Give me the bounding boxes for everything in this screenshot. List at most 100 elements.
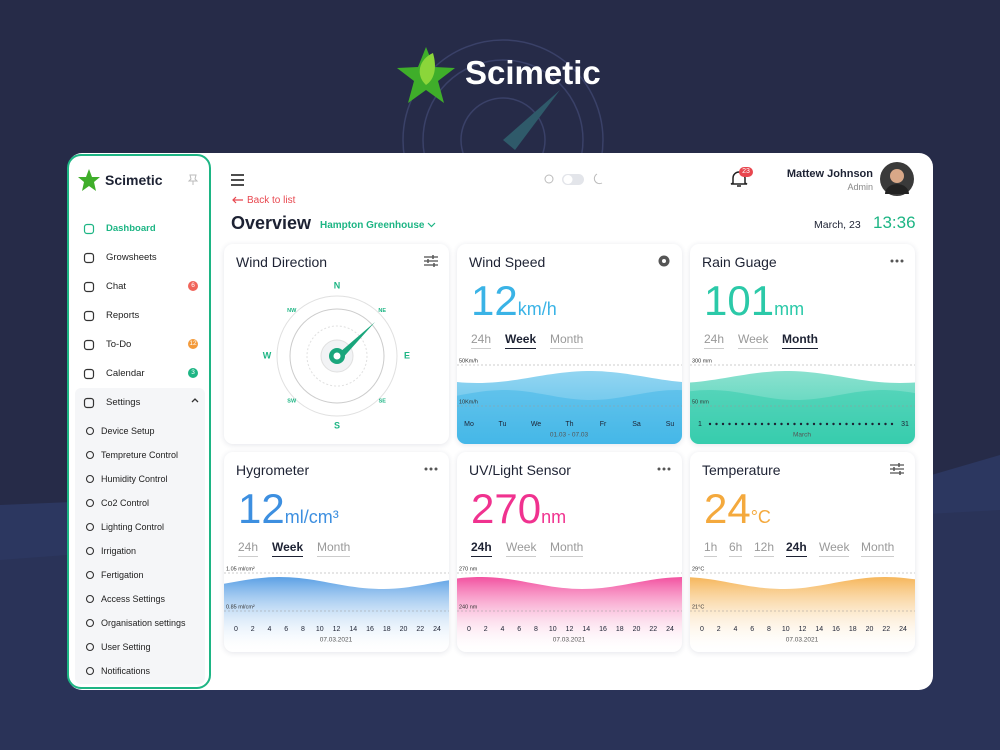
- nav-label: Dashboard: [106, 223, 156, 234]
- card-title: Rain Guage: [702, 254, 777, 270]
- avatar[interactable]: [880, 162, 914, 196]
- nav-label: Calendar: [106, 368, 145, 379]
- day-dot: [747, 422, 751, 426]
- menu-button[interactable]: [230, 173, 246, 187]
- settings-icon-shape: [85, 498, 95, 508]
- day-dot: [734, 422, 738, 426]
- settings-icon-shape: [85, 450, 95, 460]
- period-tab[interactable]: 24h: [786, 540, 807, 557]
- compass-label: E: [404, 350, 410, 360]
- x-label: 4: [501, 626, 505, 633]
- trend-area-back: [457, 371, 682, 444]
- settings-item[interactable]: Lighting Control: [75, 518, 205, 536]
- period-tab[interactable]: Week: [738, 332, 769, 349]
- settings-icon-shape: [85, 666, 95, 676]
- card-title: Hygrometer: [236, 462, 310, 478]
- reading-unit: mm: [774, 299, 805, 319]
- card-title: UV/Light Sensor: [469, 462, 571, 478]
- card-menu[interactable]: [655, 254, 673, 268]
- x-label: 16: [599, 626, 607, 633]
- settings-item[interactable]: Organisation settings: [75, 614, 205, 632]
- settings-item[interactable]: Device Setup: [75, 422, 205, 440]
- x-label: 20: [633, 626, 641, 633]
- day-dot: [773, 422, 777, 426]
- period-tab[interactable]: Week: [505, 332, 537, 349]
- nav-item[interactable]: To-Do 12: [75, 335, 203, 355]
- sensor-card: Wind Direction N NE E SE S SW W NW: [224, 244, 449, 444]
- card-menu[interactable]: [888, 462, 906, 476]
- page-title: Overview: [231, 213, 312, 233]
- settings-icon: [85, 498, 95, 508]
- card-menu[interactable]: [422, 254, 440, 268]
- trend-area-front: [457, 390, 682, 444]
- nav-item[interactable]: Reports: [75, 306, 203, 326]
- period-tab[interactable]: Week: [272, 540, 304, 557]
- period-tab[interactable]: Month: [782, 332, 818, 349]
- card-title: Wind Speed: [469, 254, 546, 270]
- settings-item[interactable]: Notifications: [75, 662, 205, 680]
- settings-item[interactable]: Tempreture Control: [75, 446, 205, 464]
- period-tab[interactable]: 24h: [471, 540, 492, 557]
- period-tab[interactable]: 1h: [704, 540, 718, 557]
- settings-item[interactable]: User Setting: [75, 638, 205, 656]
- period-tab[interactable]: 24h: [471, 332, 492, 349]
- nav-item[interactable]: Calendar 3: [75, 364, 203, 384]
- settings-item[interactable]: Co2 Control: [75, 494, 205, 512]
- period-tab[interactable]: Week: [506, 540, 537, 557]
- x-label: 12: [333, 626, 341, 633]
- sensor-card: Temperature 24°C 1h 6h 12h 24h Week Month 29°C 21…: [690, 452, 915, 652]
- settings-submenu: Device Setup Tempreture Control Humidity C…: [75, 388, 205, 684]
- x-label: 4: [268, 626, 272, 633]
- x-label: Sa: [632, 421, 641, 428]
- settings-label: Notifications: [101, 666, 151, 676]
- period-tab[interactable]: 24h: [704, 332, 725, 349]
- period-tab[interactable]: Month: [550, 540, 584, 557]
- x-label: 0: [234, 626, 238, 633]
- sidebar: Scimetic Dashboard Growsheets Chat 6 Reports T…: [67, 154, 211, 689]
- period-tab[interactable]: Month: [550, 332, 584, 349]
- reading-value: 101: [704, 277, 775, 324]
- reading-unit: km/h: [517, 299, 557, 319]
- chevron: [191, 398, 199, 403]
- notification-badge: 23: [739, 167, 753, 177]
- card-menu[interactable]: [655, 462, 673, 476]
- dot: [434, 467, 438, 471]
- settings-item[interactable]: Access Settings: [75, 590, 205, 608]
- day-dot: [793, 422, 796, 426]
- nav-icon-shape: [83, 252, 95, 264]
- settings-item[interactable]: Fertigation: [75, 566, 205, 584]
- sun: [544, 174, 554, 184]
- card-menu[interactable]: [888, 254, 906, 268]
- pin-icon: [187, 174, 199, 185]
- period-tab[interactable]: Month: [861, 540, 895, 557]
- period-tab[interactable]: Month: [317, 540, 351, 557]
- x-caption: 07.03.2021: [320, 637, 353, 644]
- nav-label: Chat: [106, 281, 127, 292]
- settings-icon: [85, 546, 95, 556]
- nav-item[interactable]: Settings: [75, 393, 203, 413]
- settings-item[interactable]: Irrigation: [75, 542, 205, 560]
- nav-item[interactable]: Chat 6: [75, 277, 203, 297]
- x-caption: 07.03.2021: [553, 637, 586, 644]
- reading-value: 24: [704, 485, 751, 532]
- card-menu[interactable]: [422, 462, 440, 476]
- nav-item[interactable]: Dashboard: [75, 219, 203, 239]
- reference-label: 50 mm: [692, 399, 709, 405]
- settings-item[interactable]: Humidity Control: [75, 470, 205, 488]
- reference-label: 300 mm: [692, 358, 712, 364]
- back-link[interactable]: Back to list: [232, 195, 295, 206]
- sidebar-brand: Scimetic: [105, 172, 163, 188]
- period-tab[interactable]: 24h: [238, 540, 259, 557]
- period-tab[interactable]: 6h: [729, 540, 743, 557]
- settings-icon-shape: [85, 618, 95, 628]
- period-tab[interactable]: 12h: [754, 540, 775, 557]
- nav-item[interactable]: Growsheets: [75, 248, 203, 268]
- x-label: 6: [750, 626, 754, 633]
- dot: [667, 467, 671, 471]
- x-label: 2: [251, 626, 255, 633]
- dashboard-panel: 23 Mattew Johnson Admin Back to list Overvie…: [68, 153, 933, 690]
- theme-toggle[interactable]: [540, 171, 612, 187]
- location-select[interactable]: Hampton Greenhouse: [320, 220, 436, 231]
- period-tab[interactable]: Week: [819, 540, 850, 557]
